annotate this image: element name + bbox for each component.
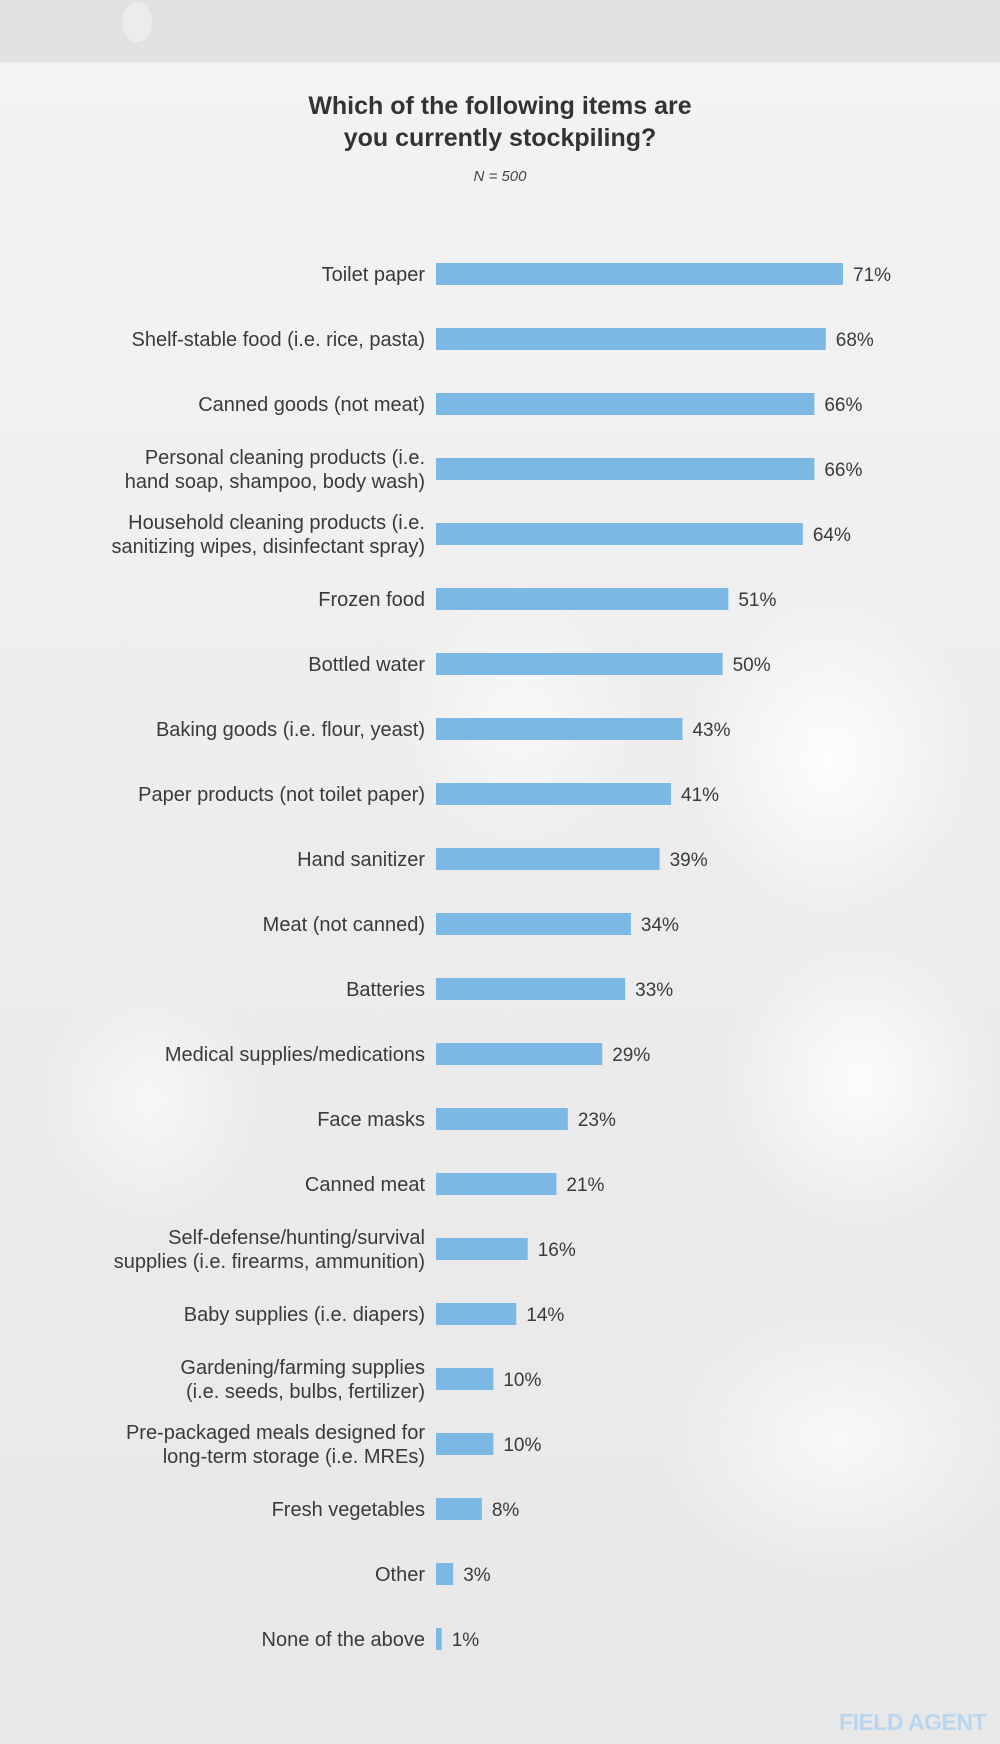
category-label-17: Gardening/farming supplies (i.e. seeds, b… — [180, 1357, 425, 1403]
background-top-strip — [0, 0, 1000, 62]
category-label-18: Pre-packaged meals designed for long-term… — [126, 1422, 425, 1468]
category-label-9: Hand sanitizer — [297, 849, 425, 871]
data-label-5: 51% — [738, 590, 776, 611]
data-label-15: 16% — [538, 1240, 576, 1261]
category-label-17-line-0: Gardening/farming supplies — [180, 1357, 425, 1379]
category-label-14: Canned meat — [305, 1174, 426, 1196]
bar-15 — [436, 1238, 528, 1260]
data-label-19: 8% — [492, 1500, 520, 1521]
bar-4 — [436, 523, 803, 545]
field-agent-logo: FIELD AGENT — [839, 1709, 986, 1735]
data-label-21: 1% — [452, 1630, 480, 1651]
category-label-6: Bottled water — [308, 654, 425, 676]
category-label-4-line-0: Household cleaning products (i.e. — [128, 512, 425, 534]
category-label-12: Medical supplies/medications — [165, 1044, 425, 1066]
category-label-15-line-0: Self-defense/hunting/survival — [168, 1227, 425, 1249]
data-label-1: 68% — [836, 330, 874, 351]
bar-5 — [436, 588, 729, 610]
bar-0 — [436, 263, 843, 285]
category-label-18-line-0: Pre-packaged meals designed for — [126, 1422, 425, 1444]
data-label-0: 71% — [853, 265, 891, 286]
category-label-3-line-0: Personal cleaning products (i.e. — [145, 447, 425, 469]
bar-8 — [436, 783, 672, 805]
data-label-2: 66% — [824, 395, 862, 416]
chart-title-line-2: you currently stockpiling? — [343, 124, 657, 152]
category-label-15-line-1: supplies (i.e. firearms, ammunition) — [114, 1251, 425, 1273]
data-label-7: 43% — [692, 720, 730, 741]
data-label-14: 21% — [566, 1175, 604, 1196]
data-label-11: 33% — [635, 980, 673, 1001]
background-seal-icon — [122, 2, 152, 42]
data-label-20: 3% — [463, 1565, 491, 1586]
category-label-20: Other — [375, 1564, 425, 1586]
category-label-5: Frozen food — [318, 589, 425, 611]
category-label-4: Household cleaning products (i.e. sanitiz… — [112, 512, 425, 558]
category-label-3-line-1: hand soap, shampoo, body wash) — [125, 471, 425, 493]
data-label-17: 10% — [503, 1370, 541, 1391]
sample-size-label: N = 500 — [473, 168, 527, 185]
category-label-18-line-1: long-term storage (i.e. MREs) — [163, 1446, 425, 1468]
category-label-11: Batteries — [346, 979, 425, 1001]
bar-11 — [436, 978, 626, 1000]
category-label-2: Canned goods (not meat) — [198, 394, 425, 416]
bar-7 — [436, 718, 683, 740]
bar-1 — [436, 328, 826, 350]
category-label-21: None of the above — [262, 1629, 425, 1651]
bar-21 — [436, 1628, 442, 1650]
category-label-13: Face masks — [317, 1109, 425, 1131]
category-label-17-line-1: (i.e. seeds, bulbs, fertilizer) — [186, 1381, 425, 1403]
category-label-19: Fresh vegetables — [272, 1499, 425, 1521]
bar-12 — [436, 1043, 603, 1065]
data-label-6: 50% — [733, 655, 771, 676]
bar-19 — [436, 1498, 482, 1520]
category-label-4-line-1: sanitizing wipes, disinfectant spray) — [112, 536, 425, 558]
data-label-16: 14% — [526, 1305, 564, 1326]
data-label-12: 29% — [612, 1045, 650, 1066]
category-label-3: Personal cleaning products (i.e. hand soa… — [125, 447, 425, 493]
category-label-16: Baby supplies (i.e. diapers) — [184, 1304, 425, 1326]
category-label-8: Paper products (not toilet paper) — [138, 784, 425, 806]
bar-16 — [436, 1303, 517, 1325]
chart-title-line-1: Which of the following items are — [308, 92, 692, 120]
data-label-13: 23% — [578, 1110, 616, 1131]
category-label-15: Self-defense/hunting/survival supplies (i… — [114, 1227, 425, 1273]
category-label-10: Meat (not canned) — [263, 914, 425, 936]
bar-9 — [436, 848, 660, 870]
data-label-18: 10% — [503, 1435, 541, 1456]
bar-17 — [436, 1368, 494, 1390]
data-label-10: 34% — [641, 915, 679, 936]
data-label-4: 64% — [813, 525, 851, 546]
data-label-8: 41% — [681, 785, 719, 806]
bar-14 — [436, 1173, 557, 1195]
data-label-3: 66% — [824, 460, 862, 481]
bar-6 — [436, 653, 723, 675]
bar-3 — [436, 458, 815, 480]
bar-13 — [436, 1108, 568, 1130]
bar-20 — [436, 1563, 454, 1585]
data-label-9: 39% — [670, 850, 708, 871]
category-label-1: Shelf-stable food (i.e. rice, pasta) — [132, 329, 425, 351]
chart-title: Which of the following items are you cur… — [0, 90, 1000, 154]
bar-2 — [436, 393, 815, 415]
bar-18 — [436, 1433, 494, 1455]
category-label-0: Toilet paper — [322, 264, 426, 286]
category-label-7: Baking goods (i.e. flour, yeast) — [156, 719, 425, 741]
bar-10 — [436, 913, 631, 935]
